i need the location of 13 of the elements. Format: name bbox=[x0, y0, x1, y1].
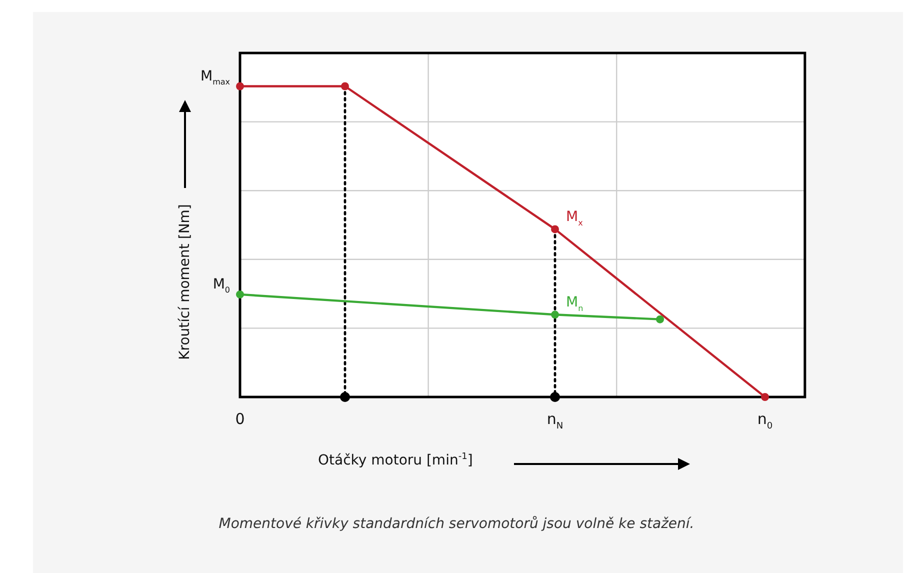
x-axis-title: Otáčky motoru [min$^{-1}$] bbox=[318, 452, 473, 469]
point bbox=[551, 310, 559, 319]
text: Momentové křivky standardních servomotorů jsou volně ke stažení. bbox=[218, 516, 696, 532]
y-axis-title: Kroutící moment [Nm] bbox=[177, 204, 193, 360]
point bbox=[236, 290, 244, 298]
point bbox=[761, 393, 769, 401]
point bbox=[656, 315, 664, 324]
point bbox=[340, 392, 350, 402]
point bbox=[550, 392, 560, 402]
point bbox=[341, 82, 349, 90]
x-tick-label: 0 bbox=[235, 410, 245, 428]
point bbox=[551, 225, 559, 234]
point bbox=[236, 82, 244, 90]
